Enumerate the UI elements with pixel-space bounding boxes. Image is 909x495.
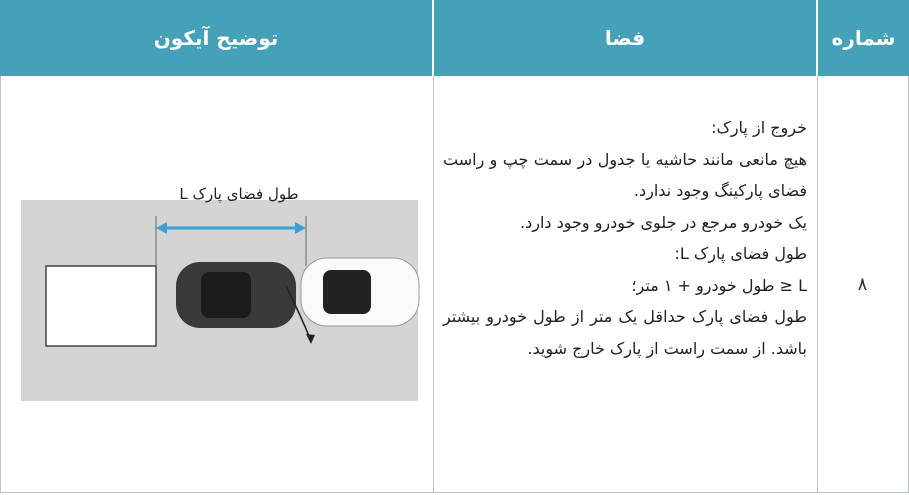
parking-slot (45, 265, 157, 347)
exit-arrow (306, 334, 315, 344)
description-line: یک خودرو مرجع در جلوی خودرو وجود دارد. (520, 212, 807, 232)
description-line: هیچ مانعی مانند حاشیه یا جدول در سمت چپ … (443, 149, 807, 201)
header-cell: شماره (818, 0, 909, 76)
description-line: خروج از پارک: (711, 118, 807, 137)
diagram-caption: طول فضای پارک L (179, 185, 298, 204)
description-cell: خروج از پارک: هیچ مانعی مانند حاشیه یا جد… (433, 76, 818, 493)
arrow-head (156, 222, 167, 234)
white-car-window (323, 270, 371, 314)
description-line: طول فضای پارک L: (674, 244, 808, 263)
icon-cell: طول فضای پارک L (0, 76, 434, 493)
number-cell: ۸ (817, 76, 909, 493)
description-line: طول فضای پارک حداقل یک متر از طول خودرو … (443, 307, 807, 358)
dark-car-roof (201, 272, 251, 318)
header-cell: توضیح آیکون (0, 0, 432, 76)
description-line: L ≤ طول خودرو + ۱ متر؛ (631, 275, 807, 295)
parking-diagram: طول فضای پارک L (21, 185, 420, 401)
header-cell: فضا (434, 0, 816, 76)
arrow-head (295, 222, 306, 234)
